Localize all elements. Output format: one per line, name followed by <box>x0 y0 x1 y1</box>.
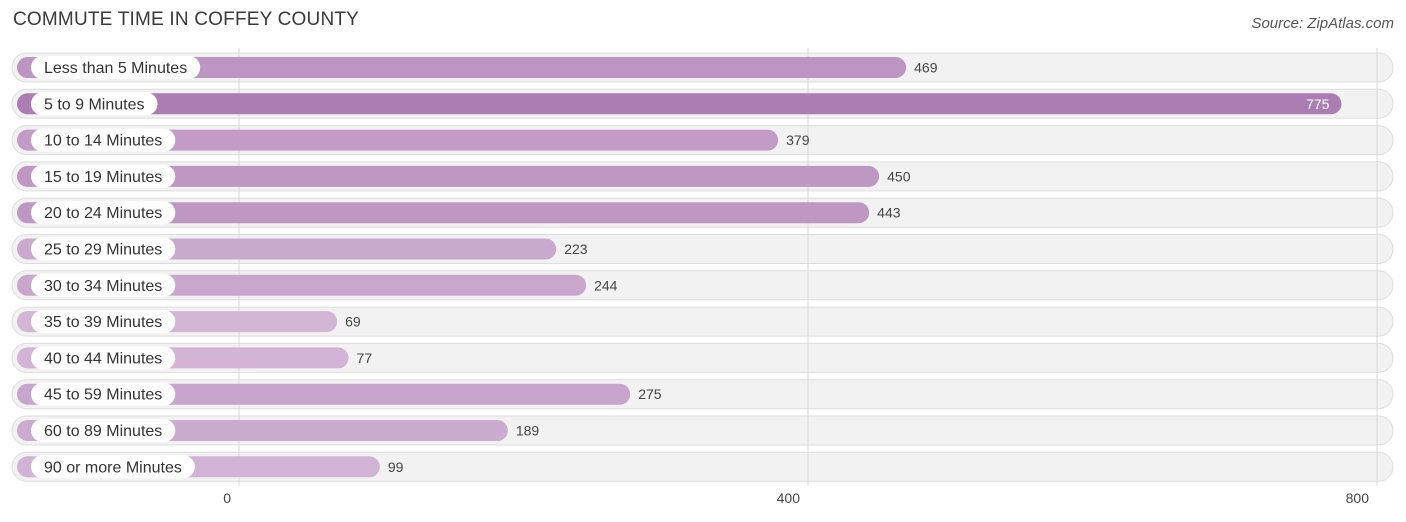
category-label: 5 to 9 Minutes <box>44 96 145 113</box>
bar <box>17 165 880 187</box>
category-label-pill <box>31 164 176 188</box>
x-tick-label: 0 <box>223 490 231 506</box>
category-label: 25 to 29 Minutes <box>44 242 162 259</box>
category-label-pill <box>31 237 176 261</box>
category-label: 35 to 39 Minutes <box>44 314 162 331</box>
category-label-pill <box>31 310 176 334</box>
bar <box>17 93 1342 115</box>
category-label: 30 to 34 Minutes <box>44 278 162 295</box>
category-label-pill <box>31 346 176 370</box>
category-label-pill <box>31 455 195 479</box>
category-label: 90 or more Minutes <box>44 459 182 476</box>
x-tick-label: 800 <box>1346 490 1370 506</box>
value-label: 223 <box>564 241 588 257</box>
x-tick-label: 400 <box>777 490 801 506</box>
row-track <box>11 306 1394 337</box>
row-track <box>11 342 1394 373</box>
bar <box>17 129 779 151</box>
category-label: Less than 5 Minutes <box>44 60 187 77</box>
category-label: 20 to 24 Minutes <box>44 205 162 222</box>
chart-title: COMMUTE TIME IN COFFEY COUNTY <box>13 9 360 30</box>
bar <box>17 202 870 224</box>
value-label: 450 <box>887 168 911 184</box>
value-label: 775 <box>1306 96 1330 112</box>
category-label: 15 to 19 Minutes <box>44 169 162 186</box>
value-label: 275 <box>638 386 662 402</box>
value-label: 189 <box>516 423 540 439</box>
category-label: 40 to 44 Minutes <box>44 350 162 367</box>
category-label: 60 to 89 Minutes <box>44 423 162 440</box>
value-label: 443 <box>877 205 901 221</box>
value-label: 469 <box>914 60 938 76</box>
category-label-pill <box>31 92 158 116</box>
category-label: 45 to 59 Minutes <box>44 387 162 404</box>
category-label: 10 to 14 Minutes <box>44 133 162 150</box>
value-label: 379 <box>786 132 810 148</box>
category-label-pill <box>31 128 176 152</box>
source-credit: Source: ZipAtlas.com <box>1251 15 1394 32</box>
value-label: 77 <box>357 350 373 366</box>
value-label: 99 <box>388 459 404 475</box>
value-label: 69 <box>345 314 361 330</box>
bar <box>17 57 907 78</box>
category-label-pill <box>31 382 176 406</box>
category-label-pill <box>31 419 176 442</box>
category-label-pill <box>31 201 176 225</box>
value-label: 244 <box>594 277 618 293</box>
category-label-pill <box>31 56 201 79</box>
category-label-pill <box>31 273 176 297</box>
